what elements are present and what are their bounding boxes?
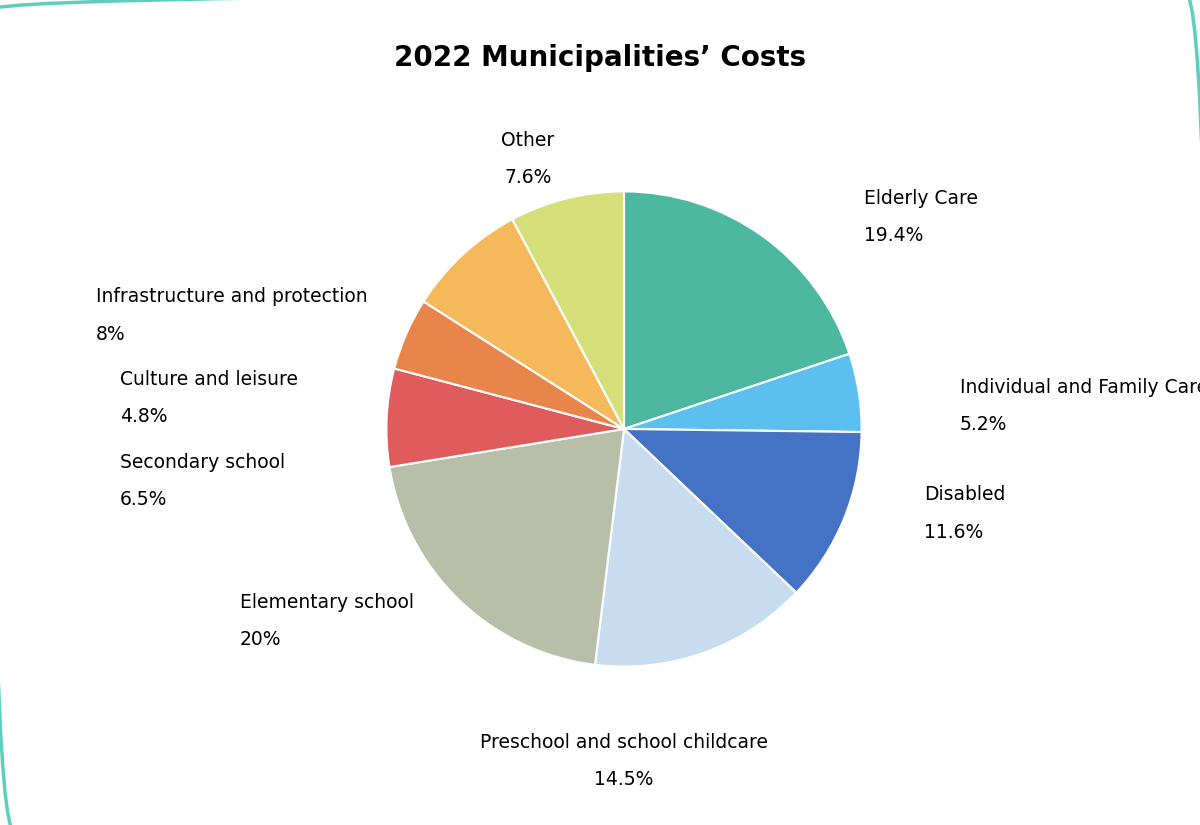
Wedge shape bbox=[390, 429, 624, 665]
Wedge shape bbox=[624, 354, 862, 432]
Wedge shape bbox=[386, 369, 624, 467]
Text: 19.4%: 19.4% bbox=[864, 225, 923, 245]
Text: 20%: 20% bbox=[240, 629, 282, 649]
Wedge shape bbox=[512, 191, 624, 429]
Text: Disabled: Disabled bbox=[924, 485, 1006, 505]
Text: Secondary school: Secondary school bbox=[120, 452, 286, 472]
Text: Elderly Care: Elderly Care bbox=[864, 188, 978, 208]
Text: Infrastructure and protection: Infrastructure and protection bbox=[96, 287, 367, 307]
Text: 11.6%: 11.6% bbox=[924, 522, 983, 542]
Wedge shape bbox=[624, 191, 850, 429]
Text: Culture and leisure: Culture and leisure bbox=[120, 370, 298, 389]
Text: Elementary school: Elementary school bbox=[240, 592, 414, 612]
Text: 14.5%: 14.5% bbox=[594, 770, 654, 790]
Text: Other: Other bbox=[502, 130, 554, 150]
Wedge shape bbox=[624, 429, 862, 592]
Text: 4.8%: 4.8% bbox=[120, 407, 168, 427]
Text: 8%: 8% bbox=[96, 324, 126, 344]
Text: Preschool and school childcare: Preschool and school childcare bbox=[480, 733, 768, 752]
Wedge shape bbox=[424, 219, 624, 429]
Text: 7.6%: 7.6% bbox=[504, 167, 552, 187]
Text: 6.5%: 6.5% bbox=[120, 489, 167, 509]
Text: 2022 Municipalities’ Costs: 2022 Municipalities’ Costs bbox=[394, 44, 806, 72]
Text: Individual and Family Care: Individual and Family Care bbox=[960, 378, 1200, 398]
Wedge shape bbox=[595, 429, 797, 667]
Wedge shape bbox=[395, 301, 624, 429]
Text: 5.2%: 5.2% bbox=[960, 415, 1007, 435]
